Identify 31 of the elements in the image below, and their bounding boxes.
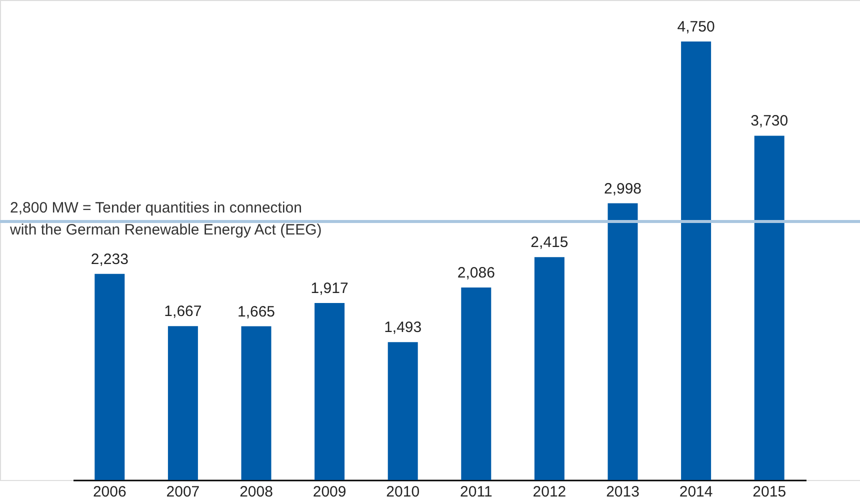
bar: [388, 342, 418, 480]
x-tick-label: 2009: [312, 484, 346, 500]
bar: [608, 203, 638, 480]
data-label: 4,750: [677, 18, 715, 36]
data-label: 1,665: [237, 303, 276, 320]
data-label: 2,415: [530, 234, 568, 252]
ref-line-label: 2,800 MW = Tender quantities in connection with the German Renewable Energy Act (EEG): [9, 200, 322, 239]
x-tick-label: 2008: [240, 484, 273, 500]
data-label: 1,493: [384, 319, 422, 336]
bar: [754, 136, 784, 480]
bar: [168, 326, 198, 480]
data-label: 2,998: [604, 180, 642, 198]
x-tick-label: 2013: [606, 484, 640, 500]
bar: [534, 257, 564, 480]
x-tick-label: 2010: [386, 484, 420, 500]
x-tick-label: 2006: [92, 484, 126, 500]
data-label: 1,917: [310, 280, 348, 298]
x-tick-label: 2014: [679, 484, 713, 500]
bar: [241, 326, 272, 480]
x-tick-label: 2015: [752, 484, 786, 500]
data-label: 1,667: [164, 303, 202, 320]
bar: [94, 274, 125, 480]
data-label: 2,233: [90, 250, 128, 268]
bar: [314, 303, 345, 480]
x-tick-label: 2007: [166, 484, 200, 500]
data-label: 2,086: [457, 264, 495, 282]
data-label: 3,730: [750, 112, 788, 130]
x-tick-label: 2011: [460, 484, 492, 500]
bar: [681, 42, 712, 480]
x-tick-label: 2012: [532, 484, 566, 500]
bar: [461, 287, 492, 480]
